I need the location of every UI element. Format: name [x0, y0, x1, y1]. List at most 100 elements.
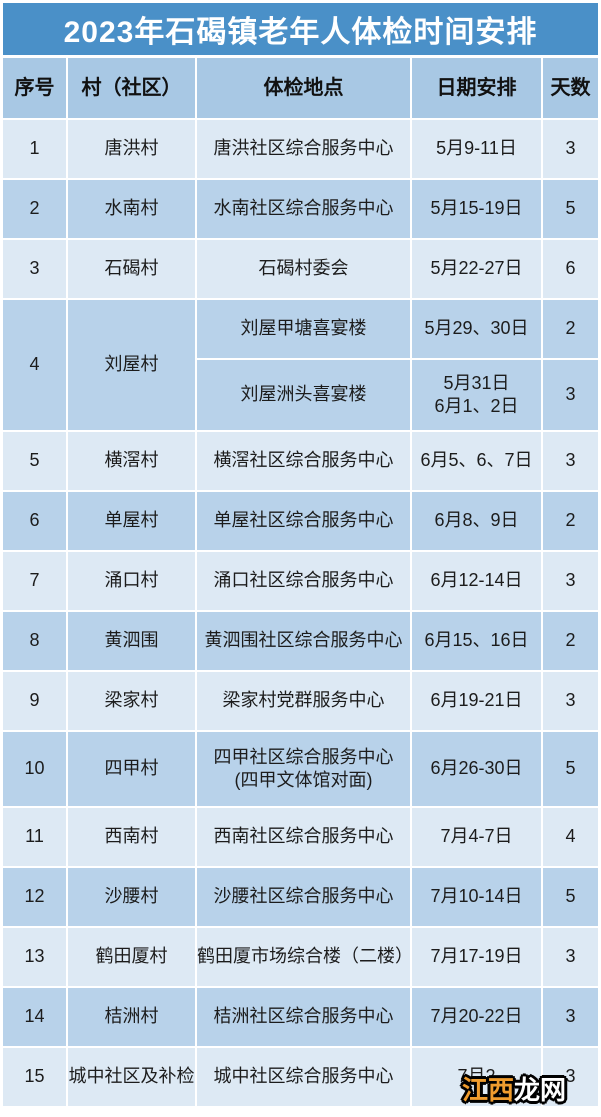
column-header-village: 村（社区） [68, 58, 195, 118]
location-cell: 刘屋洲头喜宴楼 [197, 360, 410, 430]
days-cell: 3 [543, 1048, 598, 1106]
village-cell: 四甲村 [68, 732, 195, 806]
column-header-location: 体检地点 [197, 58, 410, 118]
column-header-date: 日期安排 [412, 58, 541, 118]
row-number-cell: 9 [3, 672, 66, 730]
location-cell: 沙腰社区综合服务中心 [197, 868, 410, 926]
row-number-cell: 7 [3, 552, 66, 610]
village-cell: 西南村 [68, 808, 195, 866]
date-cell: 7月2 [412, 1048, 541, 1106]
date-cell: 6月19-21日 [412, 672, 541, 730]
location-cell: 唐洪社区综合服务中心 [197, 120, 410, 178]
table-row: 14 桔洲村 桔洲社区综合服务中心 7月20-22日 3 [3, 988, 598, 1046]
date-cell: 6月26-30日 [412, 732, 541, 806]
days-cell: 3 [543, 432, 598, 490]
date-cell: 5月15-19日 [412, 180, 541, 238]
row-number-cell: 10 [3, 732, 66, 806]
table-row: 1 唐洪村 唐洪社区综合服务中心 5月9-11日 3 [3, 120, 598, 178]
village-cell: 水南村 [68, 180, 195, 238]
date-cell: 7月4-7日 [412, 808, 541, 866]
date-cell: 5月29、30日 [412, 300, 541, 358]
table-row: 9 梁家村 梁家村党群服务中心 6月19-21日 3 [3, 672, 598, 730]
village-cell: 黄泗围 [68, 612, 195, 670]
date-cell: 7月17-19日 [412, 928, 541, 986]
date-cell: 7月10-14日 [412, 868, 541, 926]
date-cell: 5月22-27日 [412, 240, 541, 298]
village-cell: 刘屋村 [68, 300, 195, 430]
table-row: 10 四甲村 四甲社区综合服务中心 (四甲文体馆对面) 6月26-30日 5 [3, 732, 598, 806]
column-header-days: 天数 [543, 58, 598, 118]
village-cell: 鹤田厦村 [68, 928, 195, 986]
row-number-cell: 13 [3, 928, 66, 986]
table-row: 13 鹤田厦村 鹤田厦市场综合楼（二楼） 7月17-19日 3 [3, 928, 598, 986]
table-header-row: 序号 村（社区） 体检地点 日期安排 天数 [3, 58, 598, 118]
row-number-cell: 2 [3, 180, 66, 238]
location-cell: 涌口社区综合服务中心 [197, 552, 410, 610]
date-cell: 6月15、16日 [412, 612, 541, 670]
days-cell: 3 [543, 988, 598, 1046]
location-cell: 刘屋甲塘喜宴楼 [197, 300, 410, 358]
date-cell: 5月31日 6月1、2日 [412, 360, 541, 430]
location-cell: 鹤田厦市场综合楼（二楼） [197, 928, 413, 986]
table-row: 8 黄泗围 黄泗围社区综合服务中心 6月15、16日 2 [3, 612, 598, 670]
days-cell: 2 [543, 612, 598, 670]
village-cell: 沙腰村 [68, 868, 195, 926]
location-cell: 城中社区综合服务中心 [197, 1048, 410, 1106]
days-cell: 5 [543, 868, 598, 926]
row-number-cell: 14 [3, 988, 66, 1046]
village-cell: 单屋村 [68, 492, 195, 550]
location-cell: 黄泗围社区综合服务中心 [197, 612, 410, 670]
days-cell: 2 [543, 300, 598, 358]
row-number-cell: 1 [3, 120, 66, 178]
row-number-cell: 5 [3, 432, 66, 490]
village-cell: 涌口村 [68, 552, 195, 610]
row-number-cell: 12 [3, 868, 66, 926]
row-number-cell: 11 [3, 808, 66, 866]
date-cell: 6月8、9日 [412, 492, 541, 550]
village-cell: 梁家村 [68, 672, 195, 730]
location-cell: 西南社区综合服务中心 [197, 808, 410, 866]
column-header-no: 序号 [3, 58, 66, 118]
days-cell: 3 [543, 552, 598, 610]
village-cell: 石碣村 [68, 240, 195, 298]
days-cell: 3 [543, 360, 598, 430]
table-row: 2 水南村 水南社区综合服务中心 5月15-19日 5 [3, 180, 598, 238]
table-row: 12 沙腰村 沙腰社区综合服务中心 7月10-14日 5 [3, 868, 598, 926]
village-cell: 唐洪村 [68, 120, 195, 178]
location-cell: 水南社区综合服务中心 [197, 180, 410, 238]
days-cell: 3 [543, 928, 598, 986]
days-cell: 4 [543, 808, 598, 866]
location-cell: 四甲社区综合服务中心 (四甲文体馆对面) [197, 732, 410, 806]
village-cell: 横滘村 [68, 432, 195, 490]
days-cell: 3 [543, 672, 598, 730]
location-cell: 横滘社区综合服务中心 [197, 432, 410, 490]
row-number-cell: 6 [3, 492, 66, 550]
date-cell: 5月9-11日 [412, 120, 541, 178]
days-cell: 5 [543, 732, 598, 806]
row-number-cell: 3 [3, 240, 66, 298]
table-row-merged: 4 刘屋村 刘屋甲塘喜宴楼 5月29、30日 2 刘屋洲头喜宴楼 5月31日 6… [3, 300, 598, 430]
page-title: 2023年石碣镇老年人体检时间安排 [3, 3, 598, 55]
table-row: 11 西南村 西南社区综合服务中心 7月4-7日 4 [3, 808, 598, 866]
days-cell: 3 [543, 120, 598, 178]
location-cell: 石碣村委会 [197, 240, 410, 298]
village-cell: 桔洲村 [68, 988, 195, 1046]
table-row: 3 石碣村 石碣村委会 5月22-27日 6 [3, 240, 598, 298]
date-cell: 7月20-22日 [412, 988, 541, 1046]
date-cell: 6月5、6、7日 [412, 432, 541, 490]
row-number-cell: 4 [3, 300, 66, 430]
village-cell: 城中社区及补检 [68, 1048, 195, 1106]
days-cell: 5 [543, 180, 598, 238]
schedule-table: 2023年石碣镇老年人体检时间安排 序号 村（社区） 体检地点 日期安排 天数 … [3, 3, 598, 1108]
location-cell: 桔洲社区综合服务中心 [197, 988, 410, 1046]
table-row: 7 涌口村 涌口社区综合服务中心 6月12-14日 3 [3, 552, 598, 610]
table-row: 6 单屋村 单屋社区综合服务中心 6月8、9日 2 [3, 492, 598, 550]
days-cell: 2 [543, 492, 598, 550]
table-row: 5 横滘村 横滘社区综合服务中心 6月5、6、7日 3 [3, 432, 598, 490]
table-row: 15 城中社区及补检 城中社区综合服务中心 7月2 3 [3, 1048, 598, 1106]
date-cell: 6月12-14日 [412, 552, 541, 610]
row-number-cell: 15 [3, 1048, 66, 1106]
location-cell: 梁家村党群服务中心 [197, 672, 410, 730]
row-number-cell: 8 [3, 612, 66, 670]
location-cell: 单屋社区综合服务中心 [197, 492, 410, 550]
